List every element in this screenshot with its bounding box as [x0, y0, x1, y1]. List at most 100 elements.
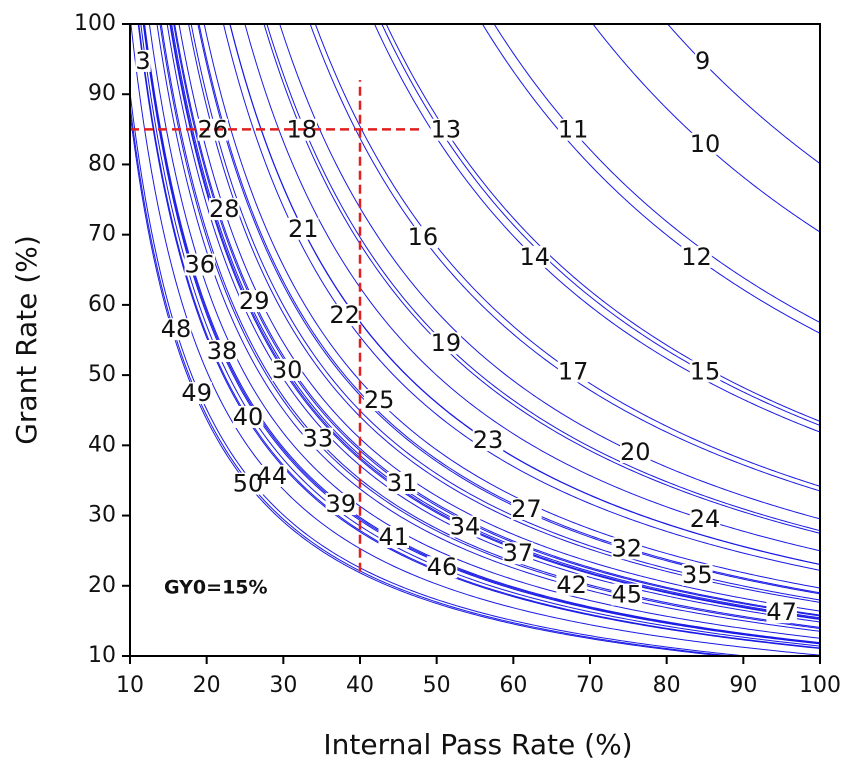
contour-label-bg — [197, 118, 229, 141]
contour-label-bg — [407, 226, 439, 249]
contour-label-bg — [519, 245, 551, 268]
contour-label-bg — [681, 245, 712, 268]
contour-line — [169, 24, 820, 620]
contour-label: 39 — [326, 490, 357, 518]
contour-label: 48 — [161, 315, 192, 343]
y-tick-label: 100 — [74, 11, 116, 36]
contour-label-bg — [511, 497, 542, 520]
contour-label-bg — [619, 441, 651, 464]
contour-label-bg — [449, 515, 481, 538]
contour-line — [667, 24, 820, 164]
contour-label: 42 — [556, 571, 587, 599]
contour-line — [374, 24, 820, 433]
y-tick-label: 20 — [88, 573, 116, 598]
contour-label-bg — [386, 471, 418, 494]
contour-label: 15 — [690, 357, 721, 385]
contour-label-bg — [206, 339, 238, 362]
contour-label-bg — [325, 493, 357, 516]
contour-line — [309, 24, 820, 492]
contour-label-bg — [209, 198, 240, 221]
contour-label: 35 — [682, 561, 713, 589]
contour-label: 45 — [612, 581, 643, 609]
contour-label-bg — [271, 358, 303, 381]
contour-label: 14 — [520, 243, 551, 271]
contour-line — [381, 24, 820, 426]
x-tick-label: 70 — [576, 673, 604, 698]
contour-line — [140, 24, 820, 647]
contour-line — [130, 92, 746, 656]
contour-line — [198, 24, 820, 594]
contour-label: 3 — [135, 47, 150, 75]
x-tick-label: 10 — [116, 673, 144, 698]
contour-label: 11 — [558, 116, 589, 144]
contour-line — [130, 105, 732, 656]
contour-label: 33 — [303, 425, 334, 453]
contour-label: 41 — [378, 523, 409, 551]
contour-label-bg — [502, 542, 534, 565]
contour-label-bg — [302, 427, 334, 450]
x-tick-label: 60 — [499, 673, 527, 698]
contour-label-bg — [238, 290, 270, 313]
contour-label-bg — [556, 573, 587, 596]
contour-label-bg — [181, 382, 212, 405]
contour-label-bg — [689, 507, 721, 530]
contour-label: 36 — [184, 251, 215, 279]
y-tick-label: 30 — [88, 503, 116, 528]
contour-label: 20 — [620, 438, 651, 466]
contour-label-bg — [695, 49, 711, 72]
contour-label: 17 — [558, 357, 589, 385]
contour-label: 21 — [288, 215, 319, 243]
contour-label: 26 — [198, 116, 229, 144]
x-axis-title: Internal Pass Rate (%) — [323, 728, 632, 761]
contour-label: 19 — [431, 329, 462, 357]
contour-line — [130, 112, 724, 656]
contour-line — [481, 24, 820, 334]
y-tick-label: 40 — [88, 432, 116, 457]
contour-label-bg — [682, 563, 713, 586]
contour-label: 23 — [473, 426, 504, 454]
contour-label: 18 — [286, 116, 317, 144]
contour-line — [160, 24, 820, 628]
contour-line — [173, 24, 820, 617]
contour-label-bg — [557, 360, 589, 383]
contour-label: 44 — [257, 462, 288, 490]
contour-label-bg — [378, 526, 410, 549]
contour-label-bg — [766, 601, 797, 624]
contour-label-bg — [287, 217, 319, 240]
contour-label: 34 — [450, 512, 481, 540]
x-tick-label: 20 — [193, 673, 221, 698]
y-tick-label: 90 — [88, 81, 116, 106]
contour-label-bg — [329, 304, 360, 327]
contour-label-bg — [135, 49, 151, 72]
contour-line — [170, 24, 820, 620]
contour-line — [143, 24, 820, 644]
contour-line — [197, 24, 820, 595]
contour-line — [130, 24, 820, 656]
contour-label-bg — [430, 332, 462, 355]
contour-line — [229, 24, 820, 566]
contour-line — [385, 24, 820, 422]
contour-label: 46 — [427, 553, 458, 581]
contour-label: 32 — [612, 534, 643, 562]
x-tick-label: 100 — [799, 673, 841, 698]
contour-label: 37 — [503, 539, 534, 567]
contour-label: 9 — [695, 47, 710, 75]
y-tick-label: 10 — [88, 643, 116, 668]
contour-label: 24 — [690, 505, 721, 533]
contour-label-bg — [430, 118, 462, 141]
contour-line — [279, 24, 820, 520]
contour-line — [188, 24, 820, 603]
contour-line — [190, 24, 820, 601]
plot-frame — [129, 23, 821, 657]
contour-label: 50 — [233, 470, 264, 498]
contour-label: 31 — [387, 469, 418, 497]
contour-label-bg — [689, 132, 721, 155]
contour-label-bg — [472, 429, 504, 452]
contour-line — [171, 24, 820, 619]
contour-line — [159, 24, 820, 630]
y-tick-label: 70 — [88, 222, 116, 247]
contour-label-bg — [611, 583, 643, 606]
contour-label: 30 — [272, 356, 303, 384]
contour-line — [222, 24, 820, 571]
contour-label: 40 — [233, 403, 264, 431]
